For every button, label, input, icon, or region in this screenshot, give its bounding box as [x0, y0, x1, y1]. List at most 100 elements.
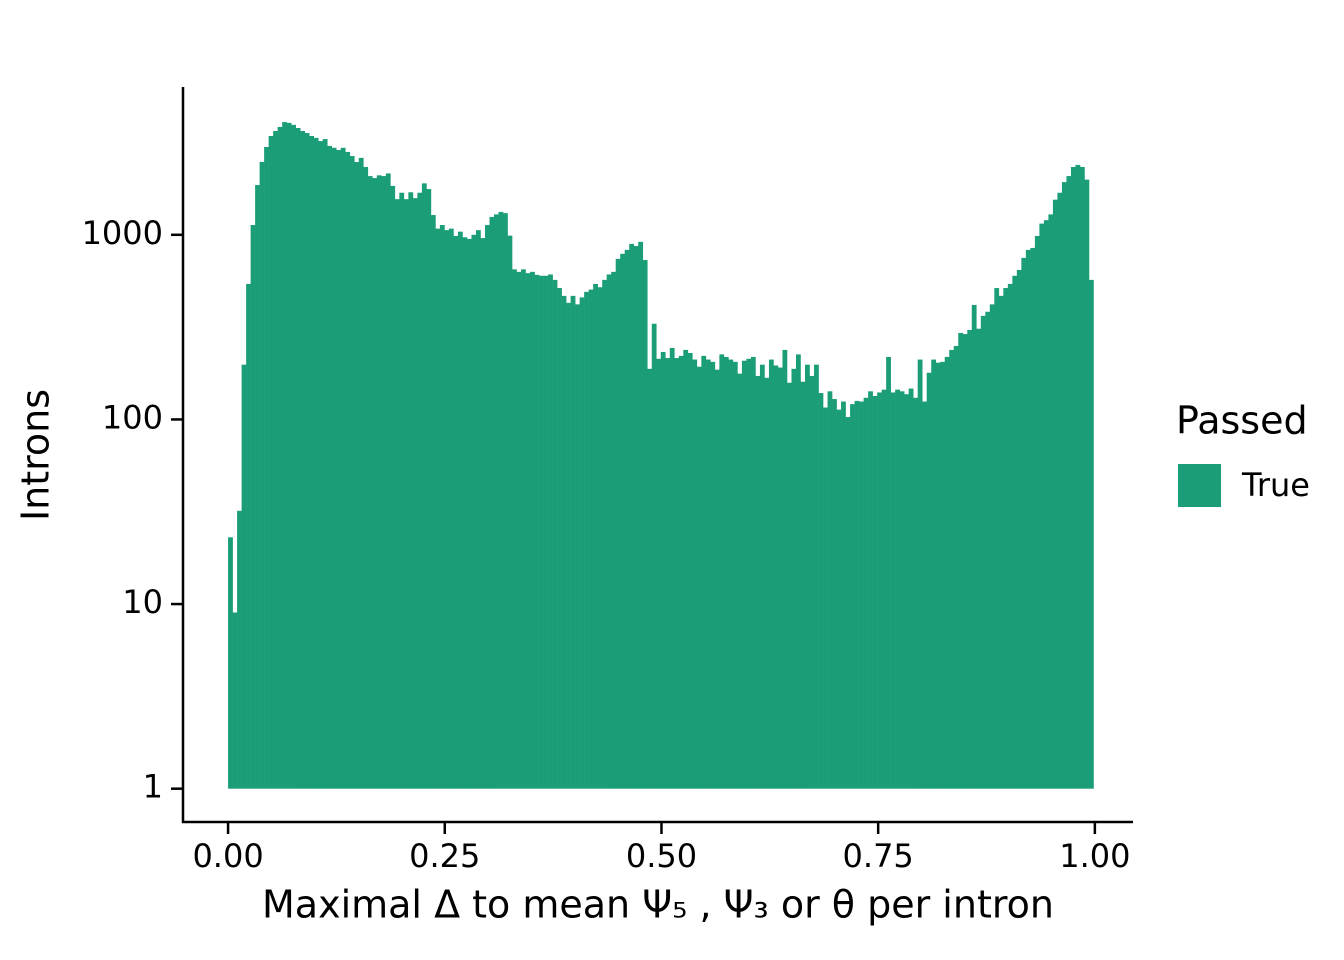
bar — [597, 287, 603, 789]
y-tick-label: 1 — [143, 768, 163, 806]
bar — [250, 225, 256, 789]
legend-title: Passed — [1176, 399, 1308, 443]
bar — [381, 176, 387, 789]
bar — [949, 349, 955, 789]
bar — [732, 361, 738, 789]
bar — [773, 365, 779, 789]
bar — [444, 230, 450, 789]
bar — [818, 393, 824, 789]
bar — [877, 392, 882, 789]
bar — [539, 275, 544, 789]
bar — [701, 355, 707, 789]
bar — [259, 161, 265, 789]
bar — [521, 269, 526, 789]
bar — [593, 283, 598, 789]
bar — [1007, 283, 1013, 789]
bar — [913, 397, 918, 789]
bar — [814, 364, 819, 789]
bar — [620, 253, 626, 789]
bar — [457, 231, 463, 789]
bar — [741, 360, 747, 789]
bar — [273, 130, 278, 789]
bar — [795, 354, 801, 789]
bar — [687, 353, 693, 789]
bar — [1079, 166, 1085, 789]
bar — [1052, 199, 1058, 789]
bar — [412, 198, 418, 789]
y-axis-label: Introns — [14, 389, 58, 521]
bar — [552, 279, 558, 789]
bar — [1012, 275, 1018, 789]
bar — [669, 347, 675, 789]
bar — [940, 361, 946, 789]
legend-swatch — [1178, 464, 1221, 507]
bar — [394, 199, 400, 789]
bar — [917, 359, 923, 789]
bar — [908, 388, 914, 789]
bar — [922, 401, 928, 789]
bar — [602, 279, 607, 789]
bar — [255, 185, 260, 789]
bar — [899, 391, 905, 789]
bar — [967, 330, 973, 789]
bar — [304, 132, 310, 789]
bar — [980, 315, 986, 789]
bar — [953, 345, 959, 789]
bar — [665, 358, 671, 789]
bar — [660, 351, 666, 789]
bar — [1070, 166, 1076, 789]
bar — [854, 400, 860, 789]
bar — [557, 288, 562, 789]
bar — [345, 151, 351, 789]
bar — [1075, 164, 1081, 789]
bar — [327, 145, 333, 789]
bar — [777, 367, 783, 789]
bar — [466, 238, 472, 789]
bar — [764, 377, 770, 789]
bar — [746, 358, 752, 789]
bar — [827, 391, 833, 789]
bar — [475, 230, 481, 789]
bar — [786, 382, 792, 789]
bar — [647, 368, 653, 789]
bar — [548, 274, 553, 789]
bar — [805, 364, 810, 789]
bar — [322, 139, 328, 789]
bar — [994, 288, 1000, 789]
bar — [714, 369, 720, 789]
bar — [503, 213, 508, 789]
bar — [575, 304, 580, 789]
bar — [237, 510, 242, 789]
bar — [462, 237, 468, 789]
bar — [633, 245, 639, 789]
bar — [886, 356, 891, 789]
bar — [376, 175, 382, 789]
bar — [850, 404, 855, 789]
bar — [985, 311, 991, 789]
bar — [696, 366, 702, 789]
bar — [309, 135, 315, 789]
bar — [282, 122, 287, 789]
bar — [989, 304, 995, 789]
bar — [1016, 269, 1022, 789]
bar — [417, 192, 423, 789]
bar — [683, 349, 689, 789]
bar — [354, 161, 360, 789]
bar — [962, 334, 968, 789]
bar — [1088, 279, 1094, 789]
bar — [1021, 257, 1027, 789]
x-tick-label: 0.50 — [626, 837, 697, 875]
bar — [944, 356, 950, 789]
x-tick-label: 0.00 — [192, 837, 263, 875]
bar — [859, 401, 864, 789]
bar — [570, 295, 576, 789]
bar — [868, 391, 873, 789]
bar — [800, 381, 806, 789]
bar — [588, 289, 594, 789]
legend-label: True — [1241, 466, 1310, 504]
y-tick-label: 10 — [122, 583, 163, 621]
bar — [1025, 249, 1031, 789]
bar — [863, 397, 869, 789]
bar — [750, 356, 756, 789]
bar — [385, 173, 391, 789]
